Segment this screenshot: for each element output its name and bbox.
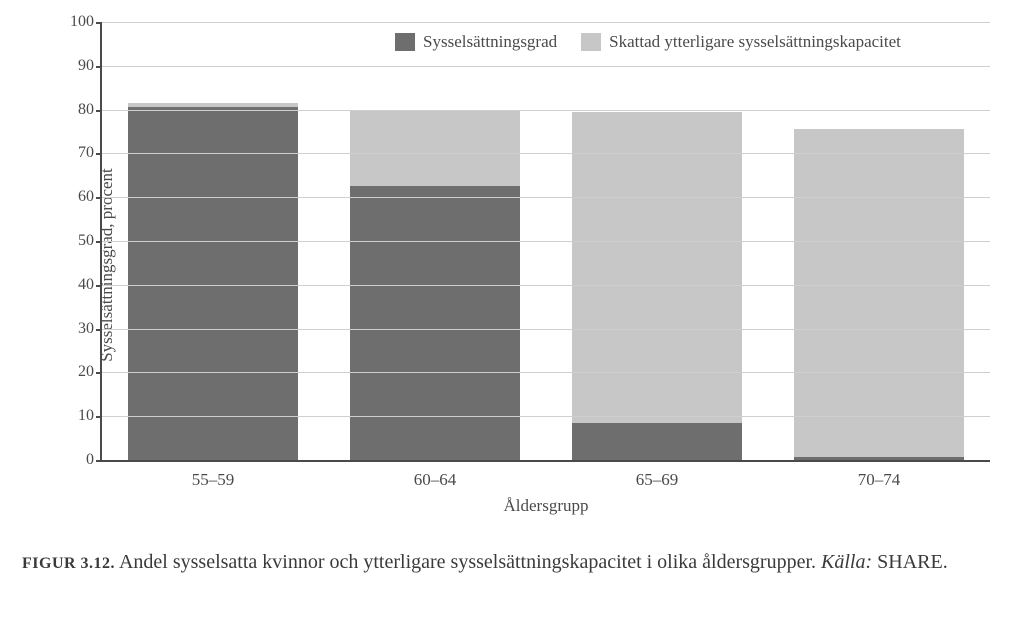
caption-text: Andel sysselsatta kvinnor och ytterligar…	[119, 551, 816, 573]
figure-container: Sysselsättningsgrad, procent Sysselsättn…	[0, 0, 1024, 635]
gridline	[102, 416, 990, 417]
y-tick-label: 100	[70, 13, 102, 31]
caption-source-label: Källa:	[821, 551, 872, 573]
x-tick-label: 65–69	[636, 460, 679, 490]
y-tick-label: 0	[86, 451, 102, 469]
y-tick-label: 90	[78, 57, 102, 75]
bar-stack	[128, 103, 299, 460]
gridline	[102, 285, 990, 286]
gridline	[102, 22, 990, 23]
gridline	[102, 197, 990, 198]
figure-caption: FIGUR 3.12. Andel sysselsatta kvinnor oc…	[22, 548, 1004, 577]
bar-segment	[128, 107, 299, 460]
gridline	[102, 241, 990, 242]
figure-number: FIGUR 3.12.	[22, 555, 115, 572]
y-tick-label: 30	[78, 320, 102, 338]
bar-segment	[794, 129, 965, 458]
plot-area: SysselsättningsgradSkattad ytterligare s…	[100, 22, 990, 462]
y-tick-label: 10	[78, 407, 102, 425]
gridline	[102, 372, 990, 373]
bar-segment	[572, 112, 743, 423]
y-tick-label: 60	[78, 188, 102, 206]
bar-segment	[572, 423, 743, 460]
gridline	[102, 153, 990, 154]
gridline	[102, 329, 990, 330]
x-tick-label: 60–64	[414, 460, 457, 490]
bar-stack	[572, 112, 743, 460]
bar-stack	[794, 129, 965, 460]
y-tick-label: 40	[78, 276, 102, 294]
x-axis-label: Åldersgrupp	[504, 460, 589, 516]
x-tick-label: 55–59	[192, 460, 235, 490]
chart-zone: Sysselsättningsgrad, procent Sysselsättn…	[20, 10, 1004, 520]
bar-segment	[350, 110, 521, 187]
y-tick-label: 50	[78, 232, 102, 250]
y-tick-label: 80	[78, 101, 102, 119]
x-tick-label: 70–74	[858, 460, 901, 490]
gridline	[102, 66, 990, 67]
gridline	[102, 110, 990, 111]
y-tick-label: 20	[78, 363, 102, 381]
y-tick-label: 70	[78, 144, 102, 162]
bar-segment	[350, 186, 521, 460]
caption-source-value: SHARE.	[877, 551, 948, 573]
